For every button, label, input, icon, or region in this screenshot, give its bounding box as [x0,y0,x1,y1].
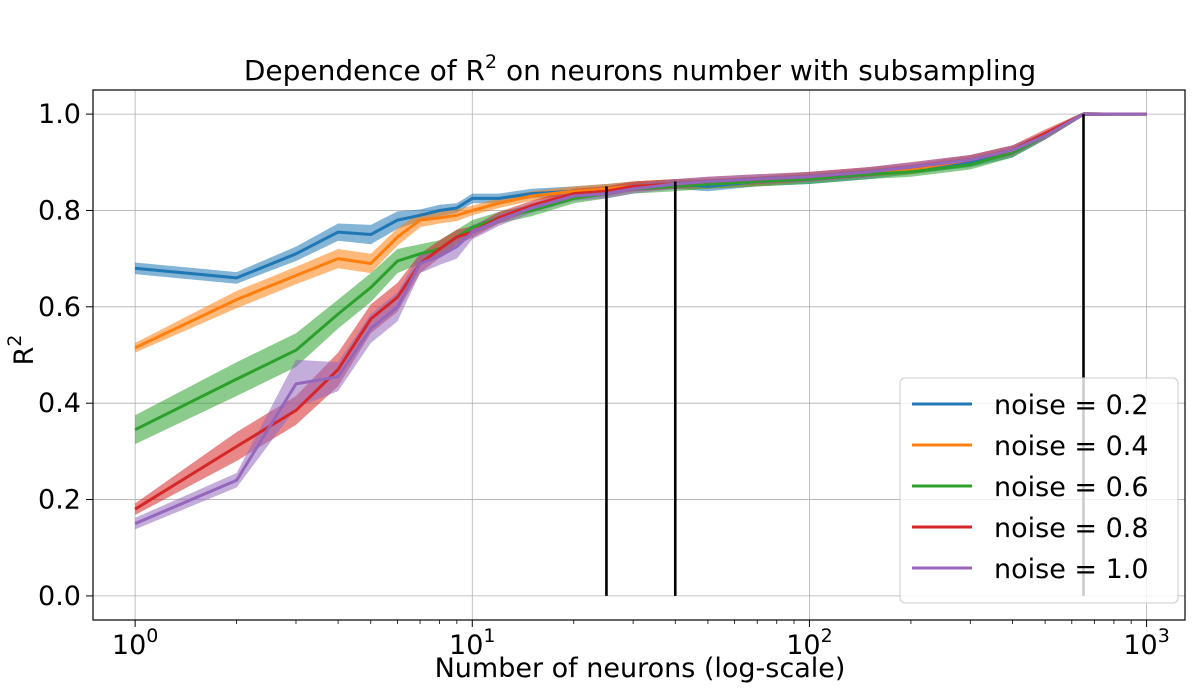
legend-label: noise = 0.4 [994,431,1149,462]
x-tick-base: 10 [1123,630,1157,661]
y-axis-ticks: 0.0 0.2 0.4 0.6 0.8 1.0 [38,99,93,612]
legend-label: noise = 1.0 [994,554,1149,585]
x-tick-base: 10 [112,630,146,661]
x-tick-label: 101 [449,625,495,661]
x-tick-exponent: 0 [146,625,158,647]
legend-label: noise = 0.6 [994,472,1149,503]
x-tick-label: 102 [786,625,832,661]
y-axis-label-main: R [9,347,40,366]
chart-title-rest: on neurons number with subsampling [497,54,1036,87]
y-tick-label: 0.2 [38,485,81,516]
legend-label: noise = 0.2 [994,390,1149,421]
x-axis-ticks: 100 101 102 103 [112,620,1170,661]
chart-title-main: Dependence of R [244,54,485,87]
series-2-band [135,112,1147,353]
y-tick-label: 0.8 [38,195,81,226]
x-axis-label: Number of neurons (log-scale) [435,653,846,684]
x-tick-label: 100 [112,625,158,661]
chart-title-sup: 2 [485,51,497,73]
x-tick-exponent: 1 [483,625,495,647]
y-axis-label: R2 [4,335,40,366]
y-tick-label: 1.0 [38,99,81,130]
x-tick-base: 10 [786,630,820,661]
y-tick-label: 0.6 [38,292,81,323]
chart-title: Dependence of R2 on neurons number with … [244,51,1036,87]
plot-frame [92,89,1186,621]
legend-box [899,377,1179,604]
y-tick-label: 0.0 [38,581,81,612]
x-tick-base: 10 [449,630,483,661]
legend: noise = 0.2 noise = 0.4 noise = 0.6 noise =… [899,377,1179,604]
x-tick-exponent: 3 [1158,625,1170,647]
series-2-line [134,112,1147,350]
x-tick-label: 103 [1123,625,1169,661]
x-tick-exponent: 2 [821,625,833,647]
y-tick-label: 0.4 [38,388,81,419]
legend-label: noise = 0.8 [994,513,1149,544]
y-axis-label-sup: 2 [4,335,26,347]
